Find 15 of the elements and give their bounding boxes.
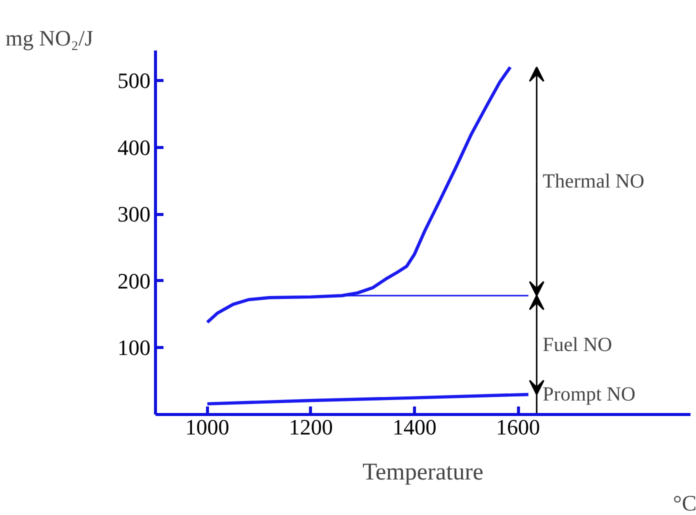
x-tick-label: 1200 bbox=[288, 414, 333, 440]
x-tick-label: 1600 bbox=[496, 414, 540, 440]
y-tick-label: 500 bbox=[118, 68, 150, 94]
annotation: Prompt NO bbox=[542, 383, 636, 406]
x-tick-label: 1000 bbox=[185, 414, 230, 440]
y-tick-label: 100 bbox=[118, 335, 150, 360]
x-axis-title: Temperature bbox=[362, 460, 484, 486]
x-tick-label: 1400 bbox=[392, 414, 436, 440]
annotation: Fuel NO bbox=[542, 334, 612, 356]
annotation: Thermal NO bbox=[542, 170, 644, 192]
text: °C bbox=[673, 490, 696, 515]
y-tick-label: 300 bbox=[118, 202, 150, 227]
y-tick-label: 400 bbox=[118, 134, 150, 160]
y-axis-title: mg NO₂/J bbox=[6, 26, 94, 50]
y-tick-label: 200 bbox=[118, 268, 150, 294]
